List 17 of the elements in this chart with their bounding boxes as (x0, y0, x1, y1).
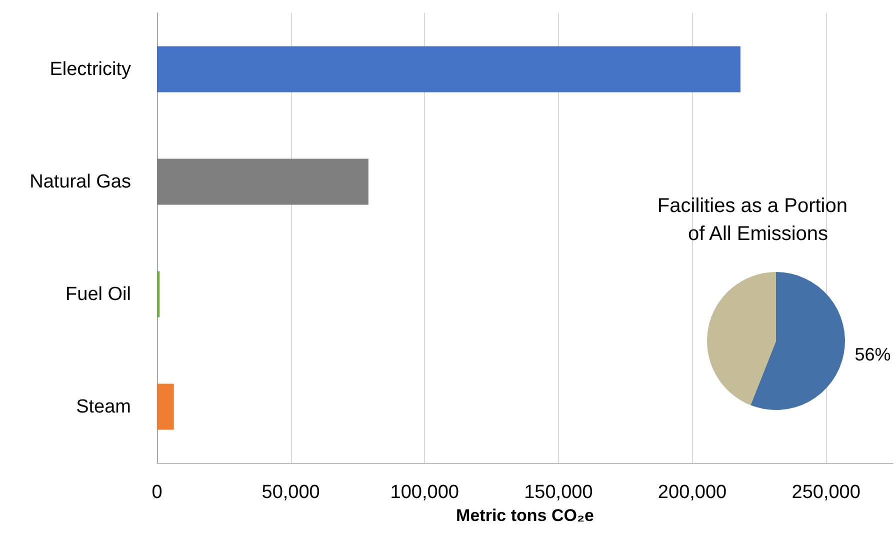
x-tick-label: 100,000 (390, 482, 459, 503)
y-tick-label: Natural Gas (30, 171, 131, 192)
y-tick-label: Fuel Oil (66, 284, 131, 305)
x-axis-title: Metric tons CO₂e (456, 506, 594, 525)
y-tick-label: Steam (76, 396, 131, 418)
bar (157, 384, 174, 430)
x-tick-label: 200,000 (658, 482, 727, 503)
x-tick-label: 150,000 (524, 482, 593, 503)
x-tick-label: 0 (152, 482, 162, 503)
bar (157, 158, 368, 205)
data-label: 56% (854, 344, 891, 365)
x-tick-label: 250,000 (792, 482, 860, 503)
bar (157, 271, 160, 318)
x-tick-label: 50,000 (262, 482, 320, 503)
y-tick-label: Electricity (50, 58, 132, 80)
bar (157, 46, 740, 92)
chart-title: Facilities as a Portion of All Emissions (657, 195, 859, 245)
